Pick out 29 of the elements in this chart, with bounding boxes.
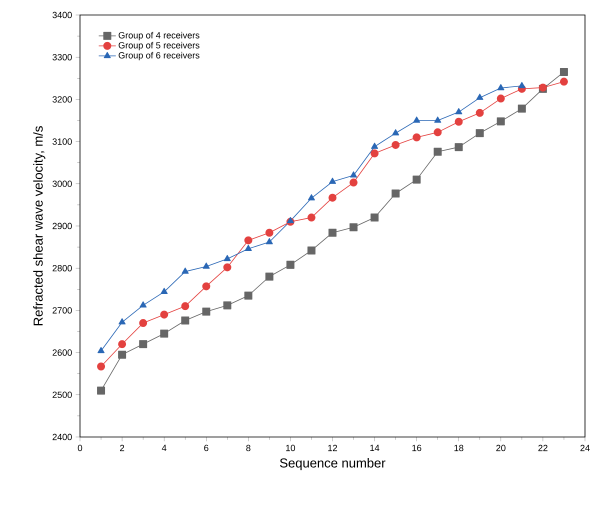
y-tick-label: 3300 [52, 54, 72, 60]
y-tick-label: 2900 [52, 222, 72, 230]
x-axis-title: Sequence number [280, 458, 386, 470]
x-tick-label: 16 [412, 444, 422, 452]
y-tick-label: 2800 [52, 265, 72, 272]
x-tick-label: 20 [496, 444, 506, 452]
x-tick-label: 24 [580, 444, 590, 452]
x-tick-label: 14 [370, 444, 380, 451]
x-tick-label: 0 [78, 444, 82, 452]
legend-label: Group of 6 receivers [118, 52, 200, 60]
y-tick-label: 3200 [52, 96, 72, 103]
x-tick-label: 10 [286, 444, 296, 452]
y-tick-label: 3000 [52, 180, 72, 187]
x-tick-label: 18 [454, 444, 464, 452]
x-tick-label: 4 [162, 444, 166, 451]
y-tick-label: 3100 [52, 138, 72, 145]
y-tick-label: 2400 [52, 434, 72, 440]
x-tick-label: 8 [246, 444, 250, 452]
x-tick-label: 22 [538, 444, 548, 452]
y-tick-label: 2600 [52, 349, 72, 356]
y-axis-title: Refracted shear wave velocity, m/s [33, 126, 46, 326]
x-tick-label: 6 [204, 444, 208, 452]
legend-label: Group of 4 receivers [118, 32, 200, 40]
x-tick-label: 2 [120, 444, 124, 452]
legend-label: Group of 5 receivers [118, 42, 200, 50]
x-tick-label: 12 [328, 444, 338, 452]
y-tick-label: 3400 [52, 12, 72, 18]
y-tick-label: 2700 [52, 307, 72, 314]
y-tick-label: 2500 [52, 392, 72, 398]
